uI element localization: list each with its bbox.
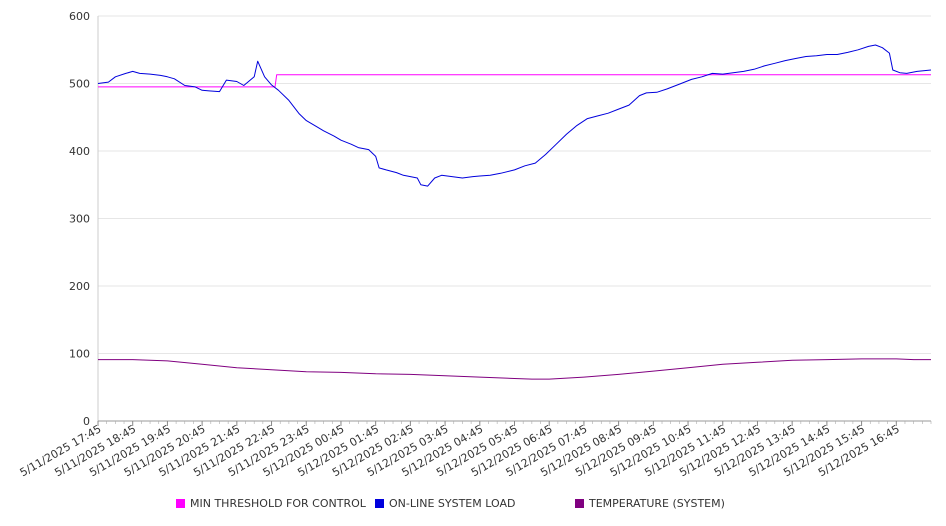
y-tick-label: 600 bbox=[69, 10, 90, 23]
y-tick-label: 0 bbox=[83, 415, 90, 428]
series-line-on-line-system-load bbox=[97, 44, 932, 187]
legend-swatch-temperature bbox=[575, 499, 584, 508]
axes bbox=[97, 16, 932, 426]
y-tick-label: 300 bbox=[69, 213, 90, 226]
legend-label-min-threshold: MIN THRESHOLD FOR CONTROL bbox=[190, 497, 366, 510]
legend-swatch-min-threshold bbox=[176, 499, 185, 508]
series-line-temperature-system bbox=[98, 358, 931, 380]
y-tick-labels: 0 100 200 300 400 500 600 bbox=[69, 10, 90, 428]
legend-item-temperature[interactable]: TEMPERATURE (SYSTEM) bbox=[575, 497, 725, 510]
legend-swatch-system-load bbox=[375, 499, 384, 508]
legend-label-system-load: ON-LINE SYSTEM LOAD bbox=[389, 497, 516, 510]
x-tick-labels: 5/11/2025 17:455/11/2025 18:455/11/2025 … bbox=[18, 422, 902, 479]
series-lines bbox=[97, 44, 932, 380]
legend-item-min-threshold[interactable]: MIN THRESHOLD FOR CONTROL bbox=[176, 497, 366, 510]
chart-legend: MIN THRESHOLD FOR CONTROL ON-LINE SYSTEM… bbox=[0, 497, 946, 515]
gridlines bbox=[98, 15, 931, 354]
legend-label-temperature: TEMPERATURE (SYSTEM) bbox=[589, 497, 725, 510]
y-tick-label: 200 bbox=[69, 280, 90, 293]
legend-item-system-load[interactable]: ON-LINE SYSTEM LOAD bbox=[375, 497, 515, 510]
y-tick-label: 500 bbox=[69, 78, 90, 91]
y-tick-label: 100 bbox=[69, 348, 90, 361]
line-chart: 0 100 200 300 400 500 600 5/11/2025 17:455/11/… bbox=[18, 10, 932, 479]
y-tick-label: 400 bbox=[69, 145, 90, 158]
series-line-min-threshold-for-control bbox=[98, 74, 931, 88]
